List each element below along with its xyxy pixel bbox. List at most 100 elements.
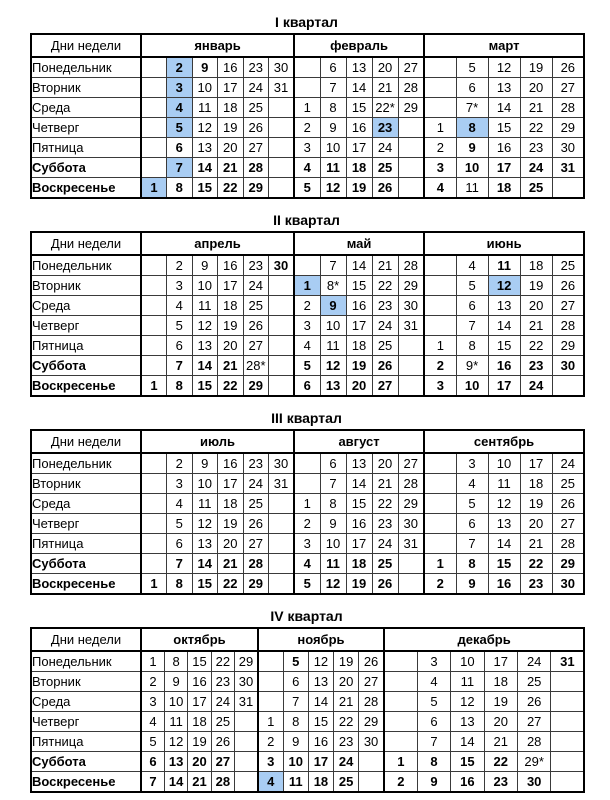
day-cell: 21 [371, 77, 399, 98]
day-cell: 29* [516, 751, 552, 772]
empty-cell [268, 355, 295, 376]
week-row: Пятница 6 13 20 27 3 10 17 24 31 7 14 21 28 [30, 533, 585, 554]
day-cell: 14 [307, 691, 335, 712]
empty-cell [293, 254, 321, 276]
week-row: Понедельник 2 9 16 23 30 6 13 20 27 3 10 17 24 [30, 452, 585, 474]
day-cell: 19 [345, 573, 373, 595]
day-cell: 29 [242, 177, 269, 199]
week-row: Суббота 7 14 21 28 4 11 18 25 3 10 17 24 31 [30, 157, 585, 178]
day-cell: 8* [319, 275, 347, 296]
days-header-cell: Дни недели [30, 429, 142, 454]
empty-cell [423, 533, 457, 554]
empty-cell [382, 731, 418, 752]
empty-cell [256, 691, 284, 712]
day-name: Суббота [30, 553, 142, 574]
day-cell: 18 [483, 671, 518, 692]
day-cell: 5 [416, 691, 452, 712]
empty-cell [423, 275, 457, 296]
week-row: Суббота 7 14 21 28* 5 12 19 26 2 9* 16 23 30 [30, 355, 585, 376]
day-cell: 30 [397, 513, 425, 534]
day-cell: 14 [345, 254, 373, 276]
day-cell: 22 [519, 117, 553, 138]
empty-cell [234, 771, 259, 793]
empty-cell [140, 117, 167, 138]
day-cell: 30 [397, 295, 425, 316]
day-cell: 16 [487, 573, 521, 595]
day-cell: 1 [139, 650, 165, 672]
quarter-table: Дни недели октябрь ноябрь декабрь Понедельни… [30, 627, 586, 793]
day-name: Четверг [30, 513, 142, 534]
day-cell: 17 [217, 275, 244, 296]
day-cell: 16 [487, 355, 521, 376]
day-cell: 5 [455, 493, 489, 514]
day-cell: 24 [516, 650, 552, 672]
day-cell: 11 [319, 553, 347, 574]
day-cell: 30 [551, 573, 585, 595]
day-cell: 12 [487, 275, 521, 296]
empty-cell [397, 117, 425, 138]
day-cell: 13 [345, 452, 373, 474]
week-row: Вторник 3 10 17 24 1 8* 15 22 29 5 12 19 26 [30, 275, 585, 296]
day-cell: 20 [371, 56, 399, 78]
empty-cell [268, 315, 295, 336]
week-row: Понедельник 1 8 15 22 29 5 12 19 26 3 10 17 24 31 [30, 650, 585, 672]
day-cell: 10 [282, 751, 309, 772]
day-cell: 11 [191, 97, 218, 118]
empty-cell [423, 473, 457, 494]
day-cell: 21 [217, 157, 244, 178]
day-cell: 2 [293, 295, 321, 316]
empty-cell [268, 493, 295, 514]
day-cell: 18 [345, 335, 373, 356]
day-cell: 5 [293, 355, 321, 376]
day-cell: 20 [371, 452, 399, 474]
day-cell: 5 [166, 117, 193, 138]
day-cell: 24 [242, 473, 269, 494]
day-cell: 28 [397, 254, 425, 276]
day-cell: 14 [345, 473, 373, 494]
empty-cell [397, 335, 425, 356]
month-header: декабрь [382, 627, 585, 652]
day-name: Пятница [30, 335, 142, 356]
day-cell: 14 [345, 77, 373, 98]
empty-cell [358, 771, 385, 793]
day-cell: 4 [166, 295, 193, 316]
day-cell: 20 [217, 137, 244, 158]
day-name: Понедельник [30, 452, 142, 474]
day-cell: 23 [371, 117, 399, 138]
month-header: апрель [139, 231, 295, 256]
empty-cell [268, 275, 295, 296]
empty-cell [550, 751, 585, 772]
day-cell: 7 [319, 77, 347, 98]
day-cell: 8 [166, 573, 193, 595]
day-cell: 9* [455, 355, 489, 376]
day-cell: 10 [319, 315, 347, 336]
day-cell: 6 [166, 137, 193, 158]
day-cell: 31 [397, 533, 425, 554]
day-cell: 10 [450, 650, 485, 672]
day-cell: 13 [191, 335, 218, 356]
day-cell: 10 [487, 452, 521, 474]
empty-cell [382, 650, 418, 672]
day-name: Воскресенье [30, 375, 142, 397]
day-cell: 28 [397, 77, 425, 98]
day-cell: 17 [519, 452, 553, 474]
day-cell: 21 [371, 254, 399, 276]
week-row: Суббота 6 13 20 27 3 10 17 24 1 8 15 22 29* [30, 751, 585, 772]
day-cell: 3 [416, 650, 452, 672]
day-cell: 29 [397, 275, 425, 296]
day-cell: 5 [293, 177, 321, 199]
empty-cell [382, 691, 418, 712]
empty-cell [423, 77, 457, 98]
day-cell: 29 [551, 117, 585, 138]
day-cell: 1 [423, 117, 457, 138]
day-cell: 10 [455, 375, 489, 397]
day-cell: 21 [519, 315, 553, 336]
quarter-table: Дни недели апрель май июнь Понедельник 2 9 16 23… [30, 231, 586, 397]
day-cell: 13 [450, 711, 485, 732]
month-header: июль [140, 429, 295, 454]
day-cell: 27 [397, 452, 425, 474]
day-cell: 9 [416, 771, 452, 793]
day-cell: 20 [333, 671, 360, 692]
day-cell: 21 [519, 533, 553, 554]
day-cell: 25 [371, 553, 399, 574]
